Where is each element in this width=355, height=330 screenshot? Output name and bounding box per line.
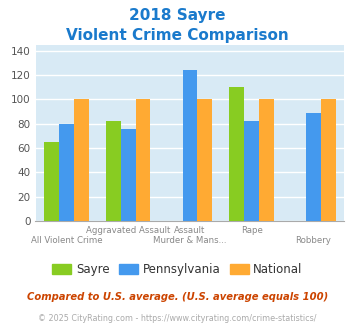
- Bar: [44, 142, 59, 221]
- Text: Rape: Rape: [241, 226, 263, 235]
- Bar: [321, 99, 336, 221]
- Text: Robbery: Robbery: [295, 236, 332, 245]
- Bar: [244, 121, 259, 221]
- Bar: [259, 99, 274, 221]
- Text: © 2025 CityRating.com - https://www.cityrating.com/crime-statistics/: © 2025 CityRating.com - https://www.city…: [38, 314, 317, 323]
- Bar: [106, 121, 121, 221]
- Bar: [136, 99, 151, 221]
- Text: Compared to U.S. average. (U.S. average equals 100): Compared to U.S. average. (U.S. average …: [27, 292, 328, 302]
- Text: Aggravated Assault: Aggravated Assault: [86, 226, 170, 235]
- Text: Murder & Mans...: Murder & Mans...: [153, 236, 227, 245]
- Bar: [121, 129, 136, 221]
- Legend: Sayre, Pennsylvania, National: Sayre, Pennsylvania, National: [48, 258, 307, 281]
- Bar: [74, 99, 89, 221]
- Bar: [229, 87, 244, 221]
- Text: All Violent Crime: All Violent Crime: [31, 236, 102, 245]
- Bar: [182, 70, 197, 221]
- Text: 2018 Sayre: 2018 Sayre: [129, 8, 226, 23]
- Bar: [197, 99, 212, 221]
- Bar: [306, 113, 321, 221]
- Text: Assault: Assault: [174, 226, 206, 235]
- Text: Violent Crime Comparison: Violent Crime Comparison: [66, 28, 289, 43]
- Bar: [59, 124, 74, 221]
